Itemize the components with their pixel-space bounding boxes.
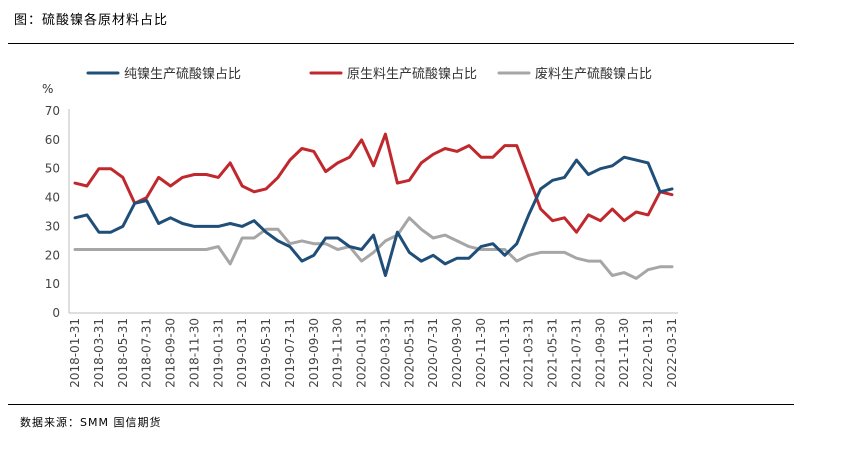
x-tick-label: 2018-11-30 xyxy=(187,318,201,388)
y-axis-unit-label: % xyxy=(42,82,53,96)
x-tick-label: 2018-01-31 xyxy=(68,318,82,388)
x-tick-label: 2018-09-30 xyxy=(164,318,178,388)
x-tick-label: 2019-01-31 xyxy=(211,318,225,388)
y-tick-label: 60 xyxy=(45,133,60,147)
bottom-divider xyxy=(8,404,794,405)
source-note: 数据来源：SMM 国信期货 xyxy=(20,416,162,429)
series-lines xyxy=(73,132,674,280)
y-axis-ticks: 0 10 20 30 40 50 60 70 xyxy=(45,104,60,320)
x-tick-label: 2022-03-31 xyxy=(665,318,679,388)
legend-label: 原生料生产硫酸镍占比 xyxy=(347,67,477,82)
y-tick-label: 30 xyxy=(45,219,60,233)
y-tick-label: 40 xyxy=(45,191,60,205)
y-tick-label: 10 xyxy=(45,277,60,291)
series-line xyxy=(73,216,674,280)
y-tick-label: 50 xyxy=(45,162,60,176)
x-tick-label: 2020-07-31 xyxy=(426,318,440,388)
x-tick-label: 2019-03-31 xyxy=(235,318,249,388)
x-tick-label: 2021-03-31 xyxy=(522,318,536,388)
x-tick-label: 2020-05-31 xyxy=(402,318,416,388)
chart-title: 图：硫酸镍各原材料占比 xyxy=(14,13,169,28)
x-tick-label: 2021-11-30 xyxy=(617,318,631,388)
x-tick-label: 2019-09-30 xyxy=(307,318,321,388)
series-line xyxy=(73,132,674,234)
x-tick-label: 2020-11-30 xyxy=(474,318,488,388)
x-tick-label: 2021-05-31 xyxy=(546,318,560,388)
legend: 纯镍生产硫酸镍占比 原生料生产硫酸镍占比 废料生产硫酸镍占比 xyxy=(86,66,652,82)
x-tick-label: 2022-01-31 xyxy=(641,318,655,388)
legend-label: 废料生产硫酸镍占比 xyxy=(535,66,652,82)
y-tick-label: 0 xyxy=(52,306,60,320)
x-axis-ticks: 2018-01-31 2018-03-31 2018-05-31 2018-07-31… xyxy=(68,318,679,388)
x-tick-label: 2018-07-31 xyxy=(140,318,154,388)
x-tick-label: 2021-09-30 xyxy=(593,318,607,388)
x-tick-label: 2018-03-31 xyxy=(92,318,106,388)
x-tick-label: 2019-05-31 xyxy=(259,318,273,388)
top-divider xyxy=(8,43,794,44)
x-tick-label: 2020-01-31 xyxy=(355,318,369,388)
x-tick-label: 2019-11-30 xyxy=(331,318,345,388)
x-tick-label: 2020-03-31 xyxy=(378,318,392,388)
x-tick-label: 2020-09-30 xyxy=(450,318,464,388)
axes xyxy=(68,109,678,314)
series-line xyxy=(73,155,674,277)
x-tick-label: 2021-07-31 xyxy=(569,318,583,388)
x-tick-label: 2021-01-31 xyxy=(498,318,512,388)
legend-label: 纯镍生产硫酸镍占比 xyxy=(124,67,241,82)
x-tick-label: 2019-07-31 xyxy=(283,318,297,388)
y-tick-label: 70 xyxy=(45,104,60,118)
x-tick-label: 2018-05-31 xyxy=(116,318,130,388)
y-tick-label: 20 xyxy=(45,248,60,262)
